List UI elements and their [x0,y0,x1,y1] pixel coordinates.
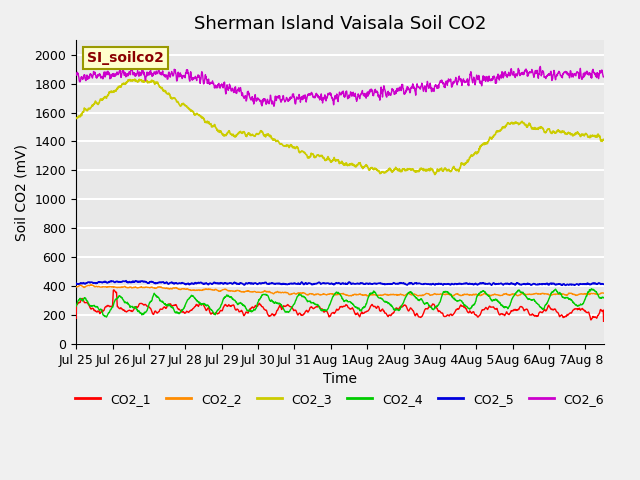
Legend: CO2_1, CO2_2, CO2_3, CO2_4, CO2_5, CO2_6: CO2_1, CO2_2, CO2_3, CO2_4, CO2_5, CO2_6 [70,388,609,411]
Text: SI_soilco2: SI_soilco2 [86,51,164,65]
Y-axis label: Soil CO2 (mV): Soil CO2 (mV) [15,144,29,240]
Title: Sherman Island Vaisala Soil CO2: Sherman Island Vaisala Soil CO2 [194,15,486,33]
X-axis label: Time: Time [323,372,357,386]
